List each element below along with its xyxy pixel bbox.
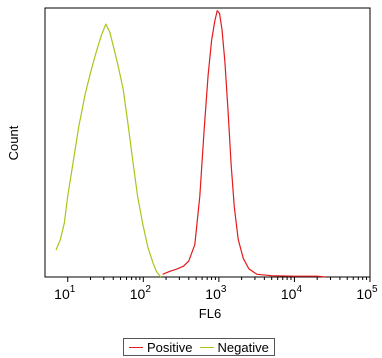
legend-swatch-positive: [129, 346, 143, 348]
x-tick-label-4: 105: [356, 284, 378, 302]
legend-label-positive: Positive: [147, 339, 193, 355]
x-tick-label-2: 103: [205, 284, 227, 302]
series-lines: [55, 10, 326, 278]
plot-frame: [44, 7, 371, 278]
legend: Positive Negative: [123, 338, 275, 356]
x-tick-label-0: 101: [54, 284, 76, 302]
x-axis-ticks: 101 102 103 104 105: [54, 277, 378, 302]
series-line-negative: [55, 23, 162, 278]
series-line-positive: [162, 10, 326, 278]
x-tick-label-3: 104: [281, 284, 303, 302]
x-tick-label-1: 102: [130, 284, 152, 302]
x-axis-label: FL6: [199, 306, 221, 321]
legend-label-negative: Negative: [217, 339, 269, 355]
y-axis-label: Count: [6, 125, 21, 160]
legend-item-positive: Positive: [129, 340, 193, 355]
legend-swatch-negative: [199, 346, 214, 348]
legend-item-negative: Negative: [199, 339, 269, 355]
